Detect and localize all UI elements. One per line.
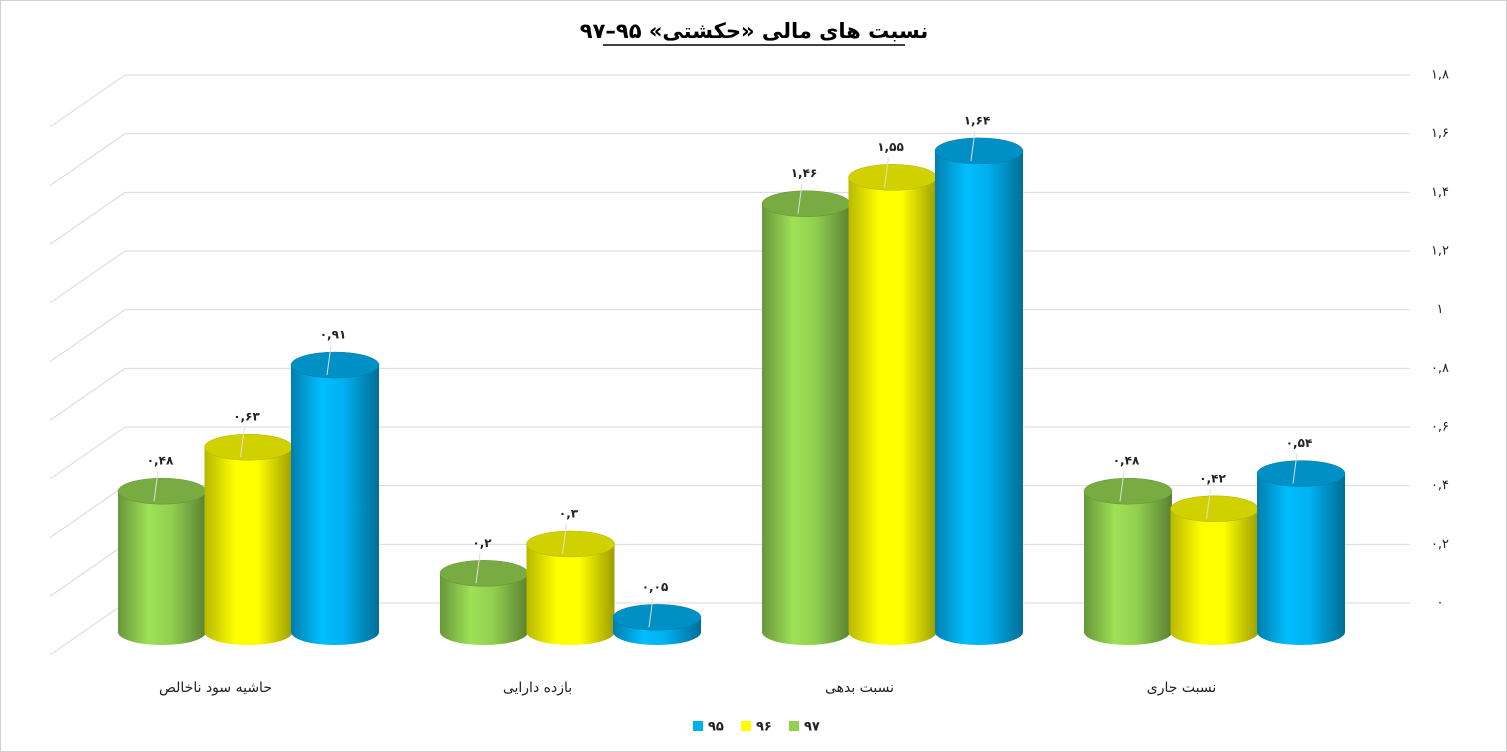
- grid-line-side: [49, 250, 126, 304]
- cylinder: [612, 604, 702, 645]
- y-tick-label: ۱,۲: [1431, 244, 1449, 259]
- cylinder: [204, 433, 293, 645]
- legend-swatch: [693, 721, 703, 731]
- data-label: ۰,۴۸: [147, 454, 174, 468]
- x-tick-label: حاشیه سود ناخالص: [159, 680, 272, 696]
- bar: [118, 491, 206, 632]
- grid-line-side: [49, 367, 126, 421]
- y-tick-label: ۰,۲: [1431, 537, 1449, 552]
- data-label: ۰,۵۴: [1286, 436, 1313, 450]
- label-leader: [1206, 488, 1211, 519]
- data-label: ۰,۹۱: [320, 328, 347, 342]
- cylinder: [439, 560, 529, 645]
- cylinder-top: [117, 477, 207, 505]
- bar: [1084, 491, 1172, 632]
- cylinder-top: [848, 164, 937, 191]
- y-tick-label: ۰: [1437, 596, 1444, 611]
- label-leader: [562, 523, 567, 555]
- cylinder-top: [439, 560, 529, 587]
- cylinder: [1083, 477, 1173, 645]
- data-label: ۰,۴۲: [1199, 471, 1226, 485]
- bar: [291, 365, 379, 632]
- cylinder: [761, 190, 851, 645]
- cylinder: [290, 351, 380, 645]
- grid-line-side: [49, 191, 126, 245]
- cylinder-top: [526, 530, 615, 558]
- grid-line-side: [49, 485, 126, 539]
- bar: [762, 203, 850, 632]
- data-label: ۰,۴۸: [1113, 454, 1140, 468]
- x-tick-label: نسبت بدهی: [825, 680, 894, 696]
- data-label: ۰,۳: [559, 507, 579, 521]
- x-tick-label: نسبت جاری: [1147, 680, 1216, 696]
- legend-label: ۹۶: [756, 720, 772, 735]
- cylinder: [848, 164, 937, 645]
- data-label: ۱,۶۴: [964, 113, 991, 127]
- bar: [935, 150, 1023, 632]
- cylinder-top: [934, 137, 1024, 165]
- bar: [848, 177, 937, 633]
- label-leader: [326, 345, 332, 376]
- label-leader: [884, 157, 889, 188]
- cylinder: [117, 477, 207, 645]
- bar: [526, 544, 615, 632]
- y-tick-label: ۰,۸: [1431, 361, 1449, 376]
- cylinder: [526, 530, 615, 645]
- legend-swatch: [789, 721, 799, 731]
- cylinder-top: [1170, 495, 1259, 523]
- cylinder-top: [1256, 460, 1346, 487]
- grid-line-side: [49, 133, 126, 187]
- label-leader: [475, 553, 481, 584]
- grid-line-side: [49, 74, 126, 128]
- label-leader: [240, 427, 245, 458]
- chart-title: نسبت های مالی «حکشتی» ۹۵–۹۷: [580, 19, 928, 43]
- cylinder-top: [761, 190, 851, 217]
- data-label: ۱,۴۶: [791, 166, 818, 180]
- legend-swatch: [741, 721, 751, 731]
- legend-label: ۹۵: [708, 720, 724, 735]
- cylinder: [1170, 495, 1259, 645]
- bar: [204, 447, 293, 632]
- y-tick-label: ۱,۴: [1431, 185, 1449, 200]
- label-leader: [797, 183, 803, 214]
- cylinder-top: [290, 351, 380, 379]
- bar: [1257, 473, 1345, 632]
- y-tick-label: ۰,۶: [1431, 420, 1449, 435]
- y-tick-label: ۱,۶: [1431, 126, 1449, 141]
- x-tick-label: بازده دارایی: [503, 680, 572, 696]
- cylinder-top: [1083, 477, 1173, 505]
- cylinder: [934, 137, 1024, 645]
- cylinder-top: [612, 604, 702, 631]
- data-label: ۱,۵۵: [877, 140, 904, 154]
- label-leader: [648, 597, 654, 628]
- label-leader: [1119, 471, 1125, 502]
- grid-line-side: [49, 543, 126, 597]
- grid-line-side: [49, 426, 126, 480]
- y-tick-label: ۱,۸: [1431, 68, 1449, 83]
- data-label: ۰,۰۵: [642, 580, 669, 594]
- cylinder: [1256, 460, 1346, 645]
- data-label: ۰,۲: [472, 536, 492, 550]
- label-leader: [1292, 453, 1298, 484]
- y-tick-label: ۰,۴: [1431, 478, 1449, 493]
- bar: [1170, 508, 1259, 632]
- grid-line-side: [49, 602, 126, 656]
- label-leader: [970, 130, 976, 161]
- cylinder-top: [204, 433, 293, 461]
- legend-label: ۹۷: [804, 720, 820, 735]
- data-label: ۰,۶۳: [233, 410, 260, 424]
- label-leader: [153, 471, 159, 502]
- y-tick-label: ۱: [1437, 302, 1444, 317]
- grid-line-side: [49, 309, 126, 363]
